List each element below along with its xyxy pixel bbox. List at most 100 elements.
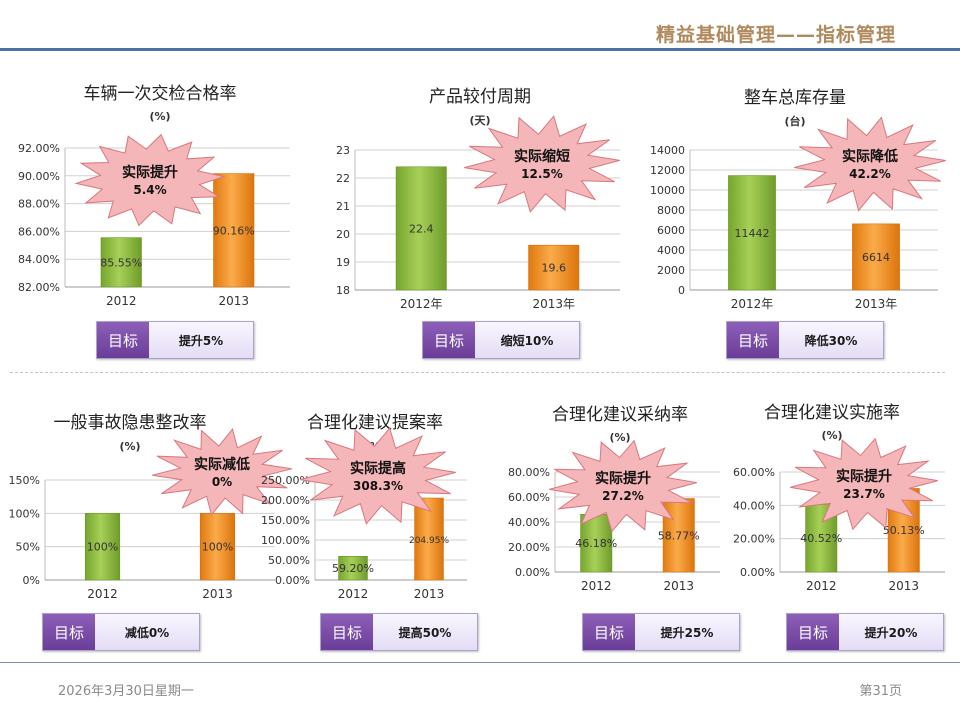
y-tick-label: 90.00% <box>18 170 60 183</box>
x-tick-label: 2013 <box>663 579 694 593</box>
y-tick-label: 150% <box>9 474 40 487</box>
callout-text: 实际提高 <box>350 460 406 477</box>
y-tick-label: 8000 <box>657 204 685 217</box>
callout-text: 实际提升 <box>836 468 892 485</box>
target-label: 目标 <box>43 614 95 650</box>
x-tick-label: 2013 <box>218 294 249 308</box>
data-label: 85.55% <box>100 256 142 269</box>
y-tick-label: 0.00% <box>515 566 550 579</box>
chart-title: 产品较付周期 <box>429 87 531 107</box>
y-tick-label: 0.00% <box>740 566 775 579</box>
y-tick-label: 0.00% <box>275 574 310 587</box>
chart-unit: (台) <box>784 114 805 128</box>
y-tick-label: 92.00% <box>18 142 60 155</box>
y-tick-label: 21 <box>336 200 350 213</box>
y-tick-label: 20.00% <box>508 541 550 554</box>
chart-unit: (%) <box>609 431 630 444</box>
callout-value: 308.3% <box>353 479 403 493</box>
data-label: 40.52% <box>800 532 842 545</box>
chart-suggestion-proposal: 合理化建议提案率(%)0.00%50.00%100.00%150.00%200.… <box>261 413 467 601</box>
y-tick-label: 50% <box>16 541 40 554</box>
starburst-callout <box>464 115 620 213</box>
data-label: 11442 <box>735 227 770 240</box>
target-label: 目标 <box>423 322 475 358</box>
callout-value: 42.2% <box>849 167 891 181</box>
starburst-callout <box>794 116 946 212</box>
target-badge-suggestion-implementation: 目标 提升20% <box>786 613 944 651</box>
y-tick-label: 250.00% <box>261 474 310 487</box>
chart-unit: (%) <box>821 429 842 442</box>
y-tick-label: 4000 <box>657 244 685 257</box>
chart-title: 合理化建议提案率 <box>307 413 443 433</box>
callout-value: 0% <box>212 475 232 489</box>
bar-2013 <box>662 498 695 573</box>
y-tick-label: 60.00% <box>508 491 550 504</box>
target-label: 目标 <box>583 614 635 650</box>
y-tick-label: 14000 <box>650 144 685 157</box>
x-tick-label: 2013 <box>414 587 445 601</box>
y-tick-label: 40.00% <box>508 516 550 529</box>
y-tick-label: 60.00% <box>733 466 775 479</box>
page-title: 精益基础管理——指标管理 <box>655 24 896 46</box>
chart-suggestion-implementation: 合理化建议实施率 (%) 0.00% 20.00% 40.00% 60.00% 40.52%… <box>733 403 945 593</box>
callout-value: 12.5% <box>521 167 563 181</box>
data-label: 50.13% <box>883 524 925 537</box>
target-value: 提高50% <box>373 614 477 650</box>
target-badge-delivery-cycle: 目标 缩短10% <box>422 321 580 359</box>
y-tick-label: 0% <box>23 574 40 587</box>
y-tick-label: 12000 <box>650 164 685 177</box>
chart-pass-rate: 车辆一次交检合格率 (%) 82.00% 84.00% 86.00% 88.00% 90.0… <box>18 84 290 308</box>
target-badge-pass-rate: 目标 提升5% <box>96 321 254 359</box>
x-tick-label: 2012 <box>806 579 837 593</box>
target-value: 提升20% <box>839 614 943 650</box>
y-tick-label: 23 <box>336 144 350 157</box>
x-tick-label: 2013 <box>888 579 919 593</box>
x-tick-label: 2012 <box>87 587 118 601</box>
y-tick-label: 0 <box>678 284 685 297</box>
starburst-callout <box>74 133 226 227</box>
x-tick-label: 2012 <box>581 579 612 593</box>
x-tick-label: 2013年 <box>532 297 575 311</box>
x-tick-label: 2012 <box>106 294 137 308</box>
data-label: 100% <box>202 541 233 554</box>
chart-title: 一般事故隐患整改率 <box>54 413 207 433</box>
x-tick-label: 2012年 <box>400 297 443 311</box>
data-label: 100% <box>87 541 118 554</box>
chart-delivery-cycle: 产品较付周期 (天) 18 19 20 21 22 23 22.4 2012年 19.6 2013年 实… <box>336 87 620 311</box>
starburst-callout <box>549 439 697 533</box>
data-label: 58.77% <box>658 529 700 542</box>
y-tick-label: 2000 <box>657 264 685 277</box>
y-tick-label: 200.00% <box>261 494 310 507</box>
y-tick-label: 40.00% <box>733 499 775 512</box>
callout-text: 实际缩短 <box>514 148 570 165</box>
bar-2012 <box>84 513 121 581</box>
x-tick-label: 2013年 <box>855 297 898 311</box>
data-label: 90.16% <box>213 224 255 237</box>
chart-suggestion-adoption: 合理化建议采纳率 (%) 0.00% 20.00% 40.00% 60.00% 80.00%… <box>508 405 720 593</box>
callout-text: 实际提升 <box>595 470 651 487</box>
y-tick-label: 150.00% <box>261 514 310 527</box>
bar-2013 <box>414 497 444 581</box>
chart-title: 整车总库存量 <box>744 88 846 108</box>
target-badge-inventory: 目标 降低30% <box>726 321 884 359</box>
bar-2012 <box>338 556 368 581</box>
starburst-callout <box>300 427 456 525</box>
y-tick-label: 50.00% <box>268 554 310 567</box>
section-divider <box>10 372 945 373</box>
header-divider <box>0 48 960 51</box>
target-label: 目标 <box>321 614 373 650</box>
y-tick-label: 86.00% <box>18 225 60 238</box>
bar-2012 <box>580 513 613 573</box>
data-label: 6614 <box>862 251 890 264</box>
bar-2012年 <box>728 175 776 291</box>
callout-text: 实际降低 <box>842 148 898 165</box>
y-tick-label: 100% <box>9 507 40 520</box>
target-value: 缩短10% <box>475 322 579 358</box>
target-value: 减低0% <box>95 614 199 650</box>
x-tick-label: 2012 <box>338 587 369 601</box>
callout-value: 27.2% <box>602 489 644 503</box>
callout-value: 23.7% <box>843 487 885 501</box>
target-label: 目标 <box>787 614 839 650</box>
chart-inventory: 整车总库存量 (台) 0 2000 4000 6000 8000 10000 12000 1400… <box>650 88 946 311</box>
target-badge-hazard-rectification: 目标 减低0% <box>42 613 200 651</box>
